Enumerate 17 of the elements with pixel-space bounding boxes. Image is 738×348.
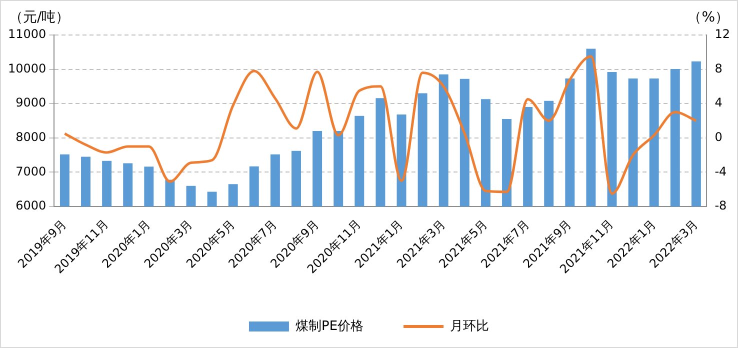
- y-tick-label: 11000: [8, 27, 46, 42]
- y-tick-label: 8000: [16, 130, 46, 144]
- legend-label: 煤制PE价格: [295, 318, 364, 334]
- y2-tick-label: -8: [714, 198, 727, 213]
- y2-tick-label: -4: [714, 164, 727, 178]
- y-tick-label: 9000: [16, 96, 46, 110]
- y2-tick-label: 0: [714, 130, 722, 144]
- y-tick-label: 7000: [16, 164, 46, 178]
- y2-axis-title: （%）: [688, 10, 729, 26]
- line-series: [63, 55, 698, 195]
- y2-tick-label: 12: [714, 27, 730, 42]
- y-tick-label: 10000: [8, 61, 46, 76]
- y-axis-title: （元/吨）: [9, 10, 70, 26]
- y2-tick-label: 8: [714, 61, 722, 76]
- y2-tick-label: 4: [714, 96, 722, 110]
- y-tick-label: 6000: [16, 198, 46, 213]
- legend-label: 月环比: [450, 318, 490, 334]
